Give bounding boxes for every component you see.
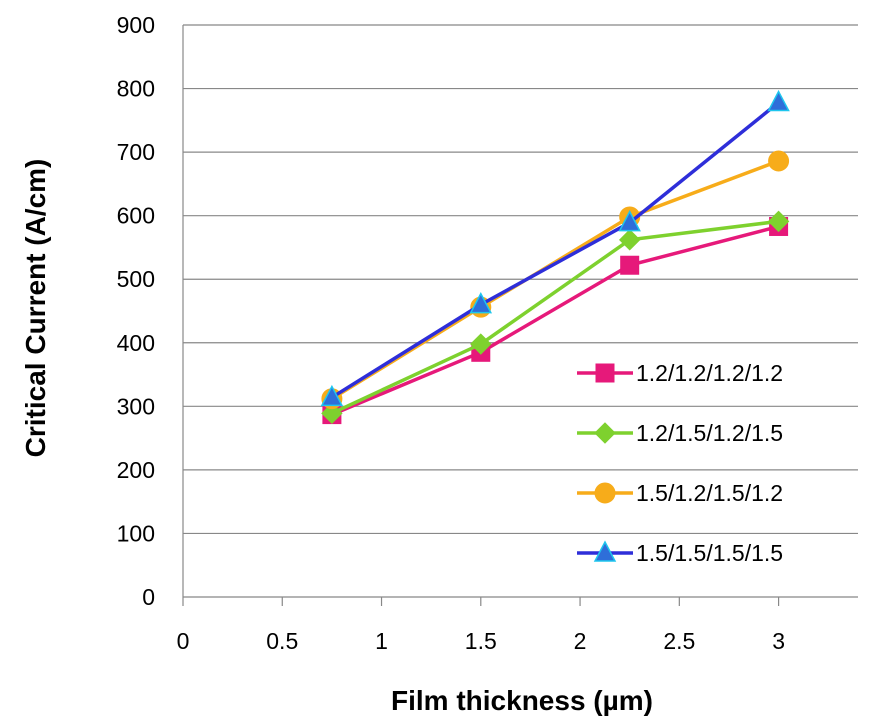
legend-label: 1.2/1.5/1.2/1.5 (636, 420, 783, 446)
y-tick-label: 500 (117, 266, 155, 292)
legend: 1.2/1.2/1.2/1.2 1.2/1.5/1.2/1.5 1.5/1.2/1.… (577, 360, 783, 566)
y-tick-label: 700 (117, 139, 155, 165)
x-tick-label: 3 (772, 628, 785, 654)
series-line (330, 101, 780, 399)
y-tick-label: 600 (117, 203, 155, 229)
series-4 (320, 89, 790, 407)
legend-marker (594, 482, 616, 504)
series-line (331, 224, 780, 417)
y-tick-label: 200 (117, 457, 155, 483)
data-point (321, 402, 343, 425)
legend-label: 1.5/1.2/1.5/1.2 (636, 480, 783, 506)
y-tick-label: 900 (117, 12, 155, 38)
legend-entry: 1.2/1.5/1.2/1.5 (577, 420, 783, 446)
x-tick-labels: 0 0.5 1 1.5 2 2.5 3 (177, 628, 785, 654)
x-axis-title: Film thickness (µm) (391, 685, 653, 716)
data-point (620, 255, 640, 275)
data-point (618, 210, 641, 232)
x-tick-label: 2 (574, 628, 587, 654)
x-tick-label: 1 (375, 628, 388, 654)
legend-marker (594, 422, 616, 444)
legend-entry: 1.2/1.2/1.2/1.2 (577, 360, 783, 386)
x-tick-label: 0 (177, 628, 190, 654)
data-point (767, 89, 790, 112)
gridlines (183, 24, 858, 535)
y-tick-label: 300 (117, 393, 155, 419)
axes (182, 25, 858, 606)
legend-marker (595, 363, 615, 383)
legend-entry: 1.5/1.5/1.5/1.5 (577, 540, 783, 566)
data-point (618, 229, 641, 251)
legend-marker (593, 540, 617, 562)
data-point (469, 292, 493, 314)
y-tick-label: 0 (142, 584, 155, 610)
legend-label: 1.5/1.5/1.5/1.5 (636, 540, 783, 566)
data-point (767, 210, 790, 233)
y-tick-label: 800 (117, 76, 155, 102)
y-tick-labels: 0 100 200 300 400 500 600 700 800 900 (117, 12, 155, 610)
data-point (320, 384, 344, 407)
y-tick-label: 100 (117, 520, 155, 546)
data-point (768, 150, 790, 172)
legend-label: 1.2/1.2/1.2/1.2 (636, 360, 783, 386)
x-tick-label: 2.5 (663, 628, 695, 654)
x-tick-label: 1.5 (465, 628, 497, 654)
legend-entry: 1.5/1.2/1.5/1.2 (577, 480, 783, 506)
series-line (331, 219, 779, 415)
series-group (320, 89, 790, 425)
data-point (470, 333, 492, 355)
y-tick-label: 400 (117, 330, 155, 356)
x-tick-label: 0.5 (266, 628, 298, 654)
series-1 (322, 216, 789, 425)
series-2 (321, 210, 790, 425)
y-axis-title: Critical Current (A/cm) (20, 159, 51, 458)
